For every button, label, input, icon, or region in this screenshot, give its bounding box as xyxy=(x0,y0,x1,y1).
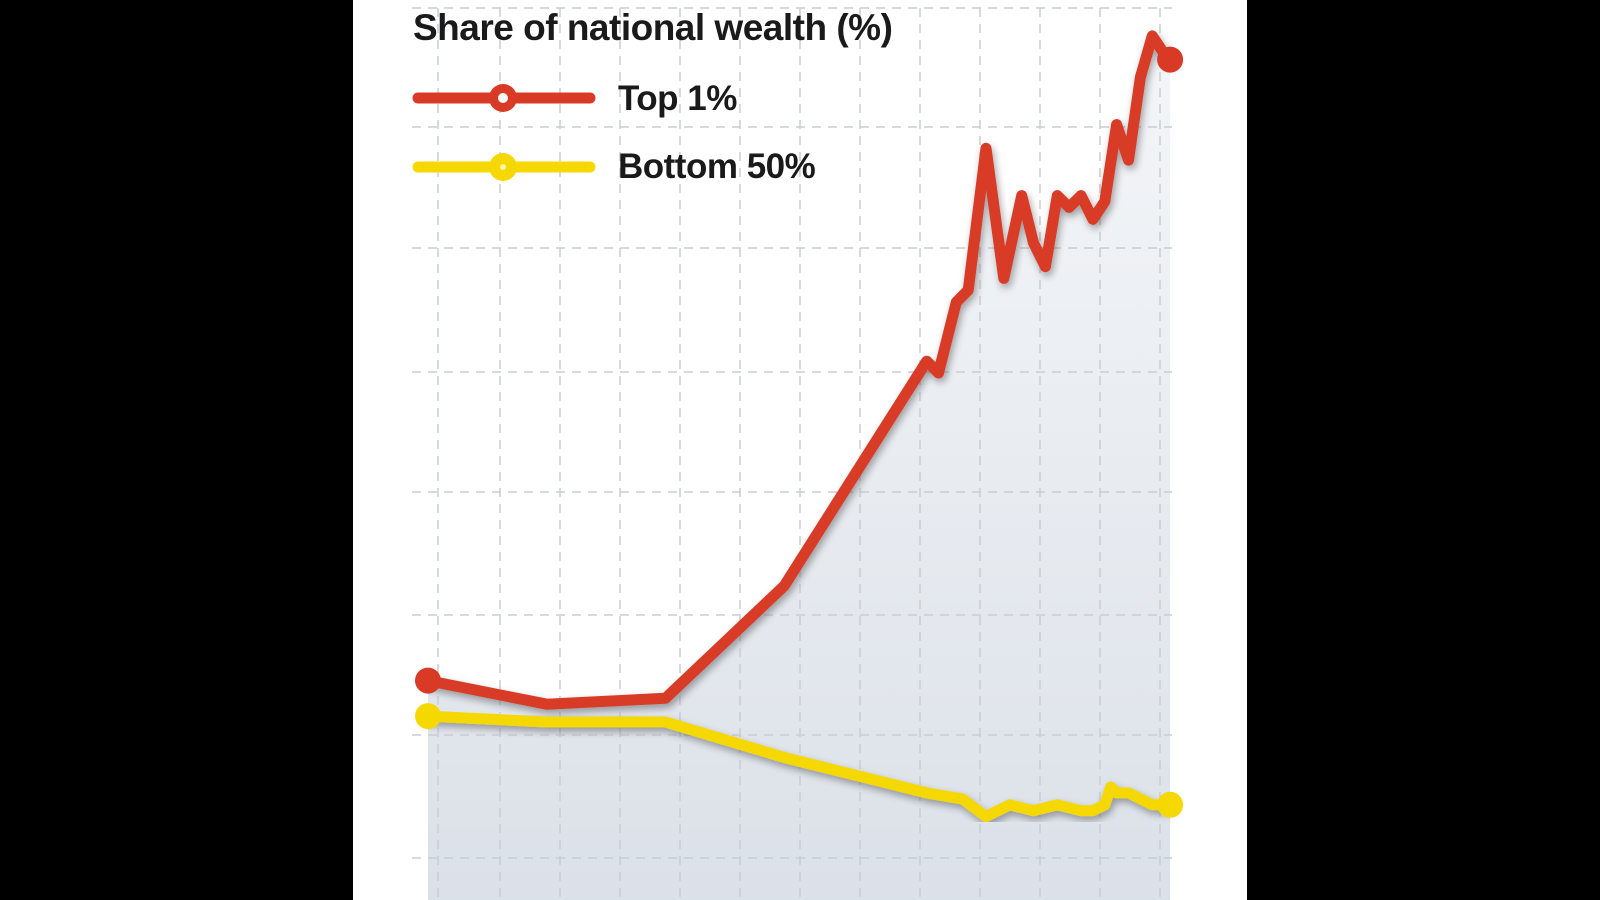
series-point-bottom-50-start xyxy=(415,703,441,730)
series-point-top-1-end xyxy=(1157,46,1184,73)
legend-label-top-1: Top 1% xyxy=(618,79,737,118)
chart-title: Share of national wealth (%) xyxy=(413,7,892,48)
legend-marker-top-1-hole xyxy=(498,93,508,103)
series-point-top-1-start xyxy=(415,667,441,694)
series-line-bottom-50 xyxy=(422,710,1176,823)
series-point-bottom-50-end xyxy=(1157,791,1184,818)
area-under-top-series xyxy=(428,35,1171,900)
legend-label-bottom-50: Bottom 50% xyxy=(618,147,816,186)
series-line-top-1 xyxy=(422,30,1176,710)
legend-marker-bottom-50-dot xyxy=(500,164,506,170)
series-layer xyxy=(415,30,1184,823)
legend: Top 1% Bottom 50% xyxy=(412,79,816,186)
